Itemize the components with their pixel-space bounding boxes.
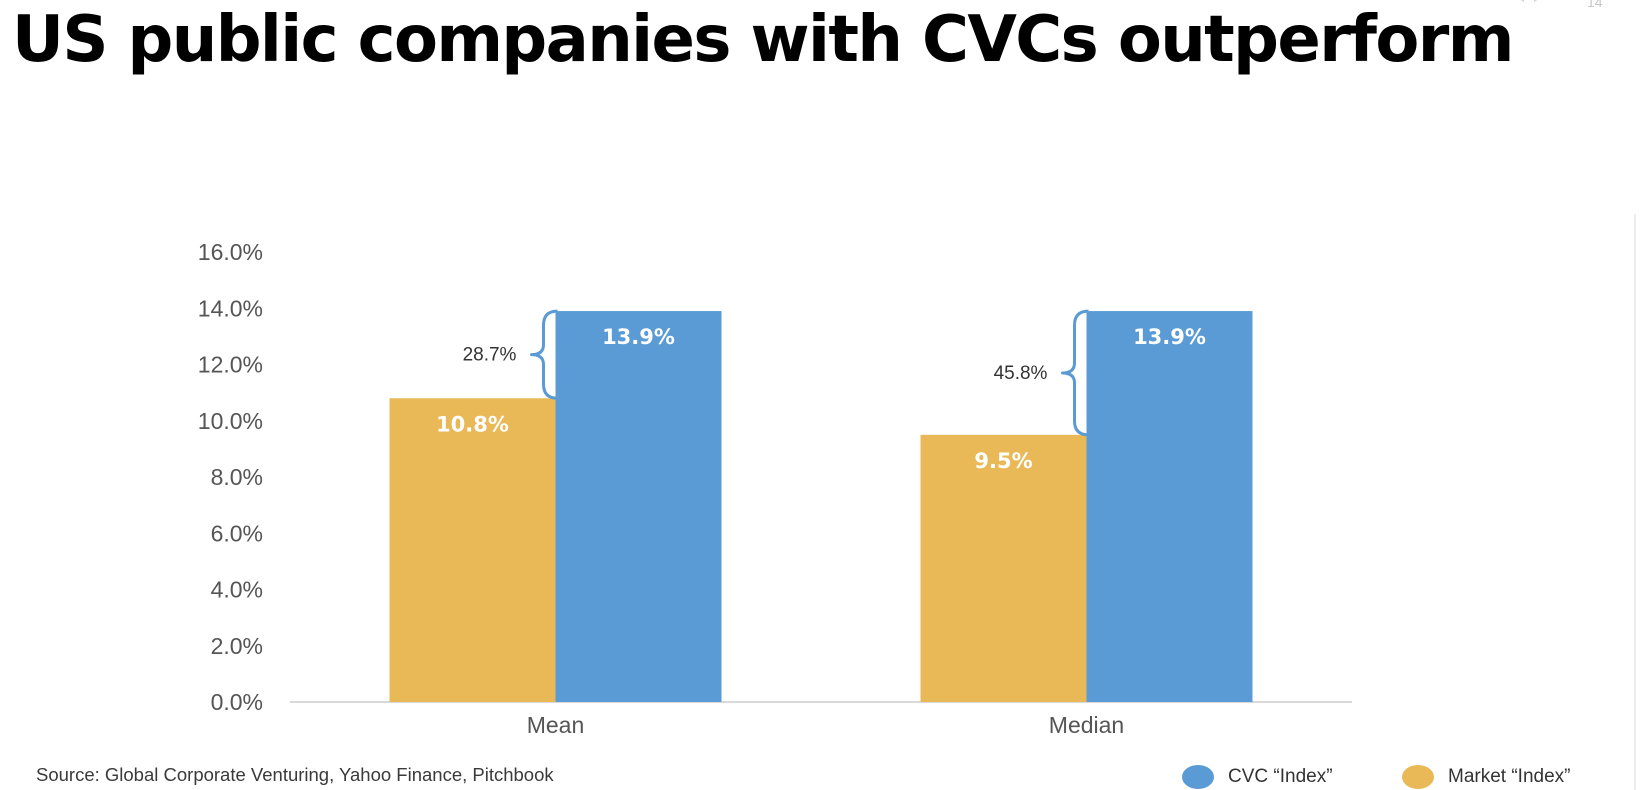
y-tick-label: 16.0% — [198, 239, 263, 265]
legend-label-market: Market “Index” — [1448, 766, 1571, 787]
legend-swatch-market — [1402, 765, 1434, 789]
data-labels: 10.8% 13.9% 9.5% 13.9% — [436, 325, 1206, 473]
y-tick-label: 6.0% — [211, 520, 263, 546]
difference-bracket — [1061, 309, 1089, 437]
page-title: US public companies with CVCs outperform — [12, 3, 1514, 77]
difference-bracket — [530, 309, 558, 400]
legend-item-market: Market “Index” — [1402, 764, 1570, 790]
data-label: 9.5% — [974, 449, 1032, 473]
x-axis-tick-labels: Mean Median — [527, 712, 1124, 738]
data-label: 13.9% — [1133, 325, 1206, 349]
difference-brackets — [530, 309, 1089, 437]
legend-swatch-cvc — [1182, 765, 1214, 789]
data-label: 10.8% — [436, 412, 509, 436]
y-tick-label: 0.0% — [211, 689, 263, 715]
y-tick-label: 12.0% — [198, 352, 263, 378]
bar-cvc-median — [1086, 311, 1253, 702]
slide-number: 14 — [1587, 0, 1603, 10]
y-tick-label: 2.0% — [211, 633, 263, 659]
bar-market-mean — [389, 398, 556, 702]
x-tick-label: Median — [1049, 712, 1124, 738]
data-label: 13.9% — [602, 325, 675, 349]
difference-annotation: 28.7% — [463, 345, 517, 366]
y-tick-label: 14.0% — [198, 295, 263, 321]
y-tick-label: 8.0% — [211, 464, 263, 490]
legend-item-cvc: CVC “Index” — [1182, 764, 1333, 790]
bar-cvc-mean — [555, 311, 722, 702]
edge-divider — [1634, 214, 1636, 790]
legend-label-cvc: CVC “Index” — [1228, 766, 1333, 787]
y-tick-label: 10.0% — [198, 408, 263, 434]
source-note: Source: Global Corporate Venturing, Yaho… — [36, 764, 554, 785]
difference-annotations: 28.7% 45.8% — [463, 345, 1048, 384]
y-tick-label: 4.0% — [211, 577, 263, 603]
x-tick-label: Mean — [527, 712, 585, 738]
difference-annotation: 45.8% — [994, 363, 1048, 384]
y-axis-tick-labels: 0.0% 2.0% 4.0% 6.0% 8.0% 10.0% 12.0% 14.0% 16.0% — [198, 239, 263, 715]
bar-market-median — [920, 434, 1087, 702]
bar-group — [389, 311, 1253, 702]
slide-nav-arrows-icon[interactable] — [1490, 0, 1570, 12]
